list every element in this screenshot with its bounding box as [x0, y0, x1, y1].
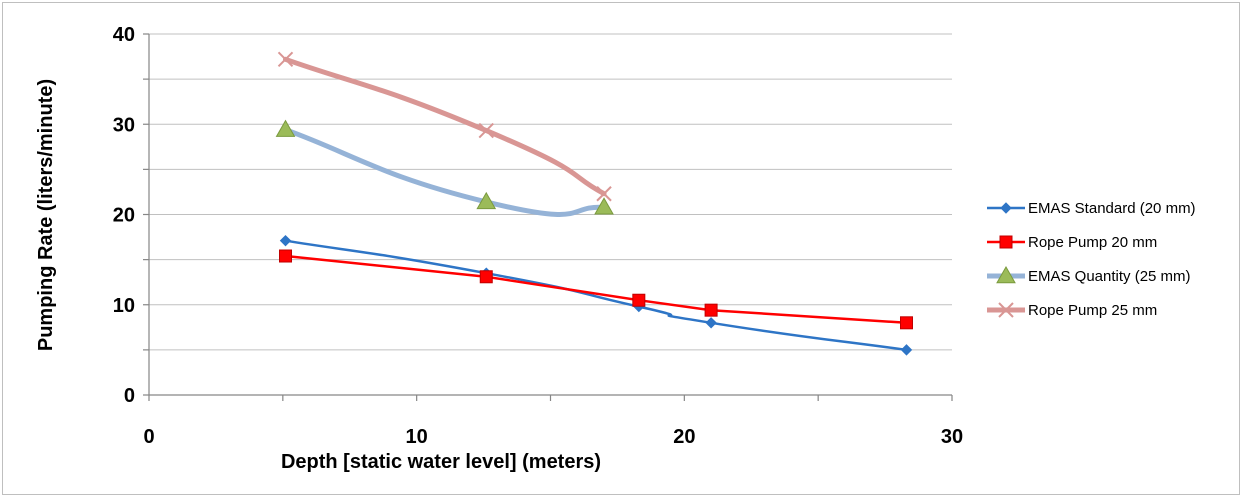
x-tick-label: 10 — [406, 426, 428, 448]
y-tick-label: 40 — [113, 24, 135, 46]
legend: EMAS Standard (20 mm) Rope Pump 20 mm EMAS… — [987, 200, 1196, 319]
data-point — [704, 303, 718, 317]
data-point — [279, 249, 293, 263]
y-tick-label: 0 — [124, 385, 135, 407]
series-group — [275, 51, 913, 356]
data-point — [596, 186, 612, 202]
legend-entry-2: Rope Pump 20 mm — [987, 234, 1157, 251]
data-point — [476, 191, 497, 210]
series-line — [284, 254, 908, 325]
legend-label: Rope Pump 20 mm — [1028, 234, 1157, 251]
data-point — [705, 317, 717, 329]
gridlines — [149, 33, 952, 351]
data-point — [277, 51, 294, 67]
legend-marker — [1000, 202, 1012, 214]
series-4 — [277, 51, 612, 202]
series-line — [283, 127, 607, 217]
data-point — [479, 270, 493, 284]
legend-marker — [999, 235, 1013, 249]
legend-entry-4: Rope Pump 25 mm — [987, 302, 1157, 319]
x-tick-label: 30 — [941, 426, 963, 448]
marker-stroke — [596, 186, 612, 202]
data-point — [594, 197, 614, 215]
x-tick-label: 20 — [673, 426, 695, 448]
data-point — [478, 122, 494, 139]
data-point — [275, 119, 296, 137]
data-point — [279, 234, 292, 247]
legend-entry-1: EMAS Standard (20 mm) — [987, 200, 1196, 217]
marker-stroke — [478, 122, 494, 139]
y-tick-label: 10 — [113, 295, 135, 317]
legend-marker — [996, 265, 1016, 284]
x-axis-title: Depth [static water level] (meters) — [281, 451, 601, 473]
data-point — [632, 293, 646, 307]
legend-label: EMAS Quantity (25 mm) — [1028, 268, 1191, 285]
y-axis-title: Pumping Rate (liters/minute) — [35, 79, 57, 351]
axes: 0 10 20 30 40 0 10 20 30 — [113, 24, 963, 448]
series-3 — [275, 119, 614, 217]
legend-label: EMAS Standard (20 mm) — [1028, 200, 1196, 217]
data-point — [899, 316, 913, 330]
legend-marker — [998, 302, 1014, 318]
marker-stroke — [998, 302, 1014, 318]
marker-stroke — [277, 51, 294, 67]
x-tick-label: 0 — [143, 426, 154, 448]
legend-label: Rope Pump 25 mm — [1028, 302, 1157, 319]
series-1 — [279, 234, 913, 356]
data-point — [900, 344, 913, 356]
y-tick-label: 20 — [113, 205, 135, 227]
legend-entry-3: EMAS Quantity (25 mm) — [987, 265, 1191, 285]
series-line — [284, 239, 908, 352]
series-2 — [279, 249, 913, 330]
y-tick-label: 30 — [113, 114, 135, 136]
